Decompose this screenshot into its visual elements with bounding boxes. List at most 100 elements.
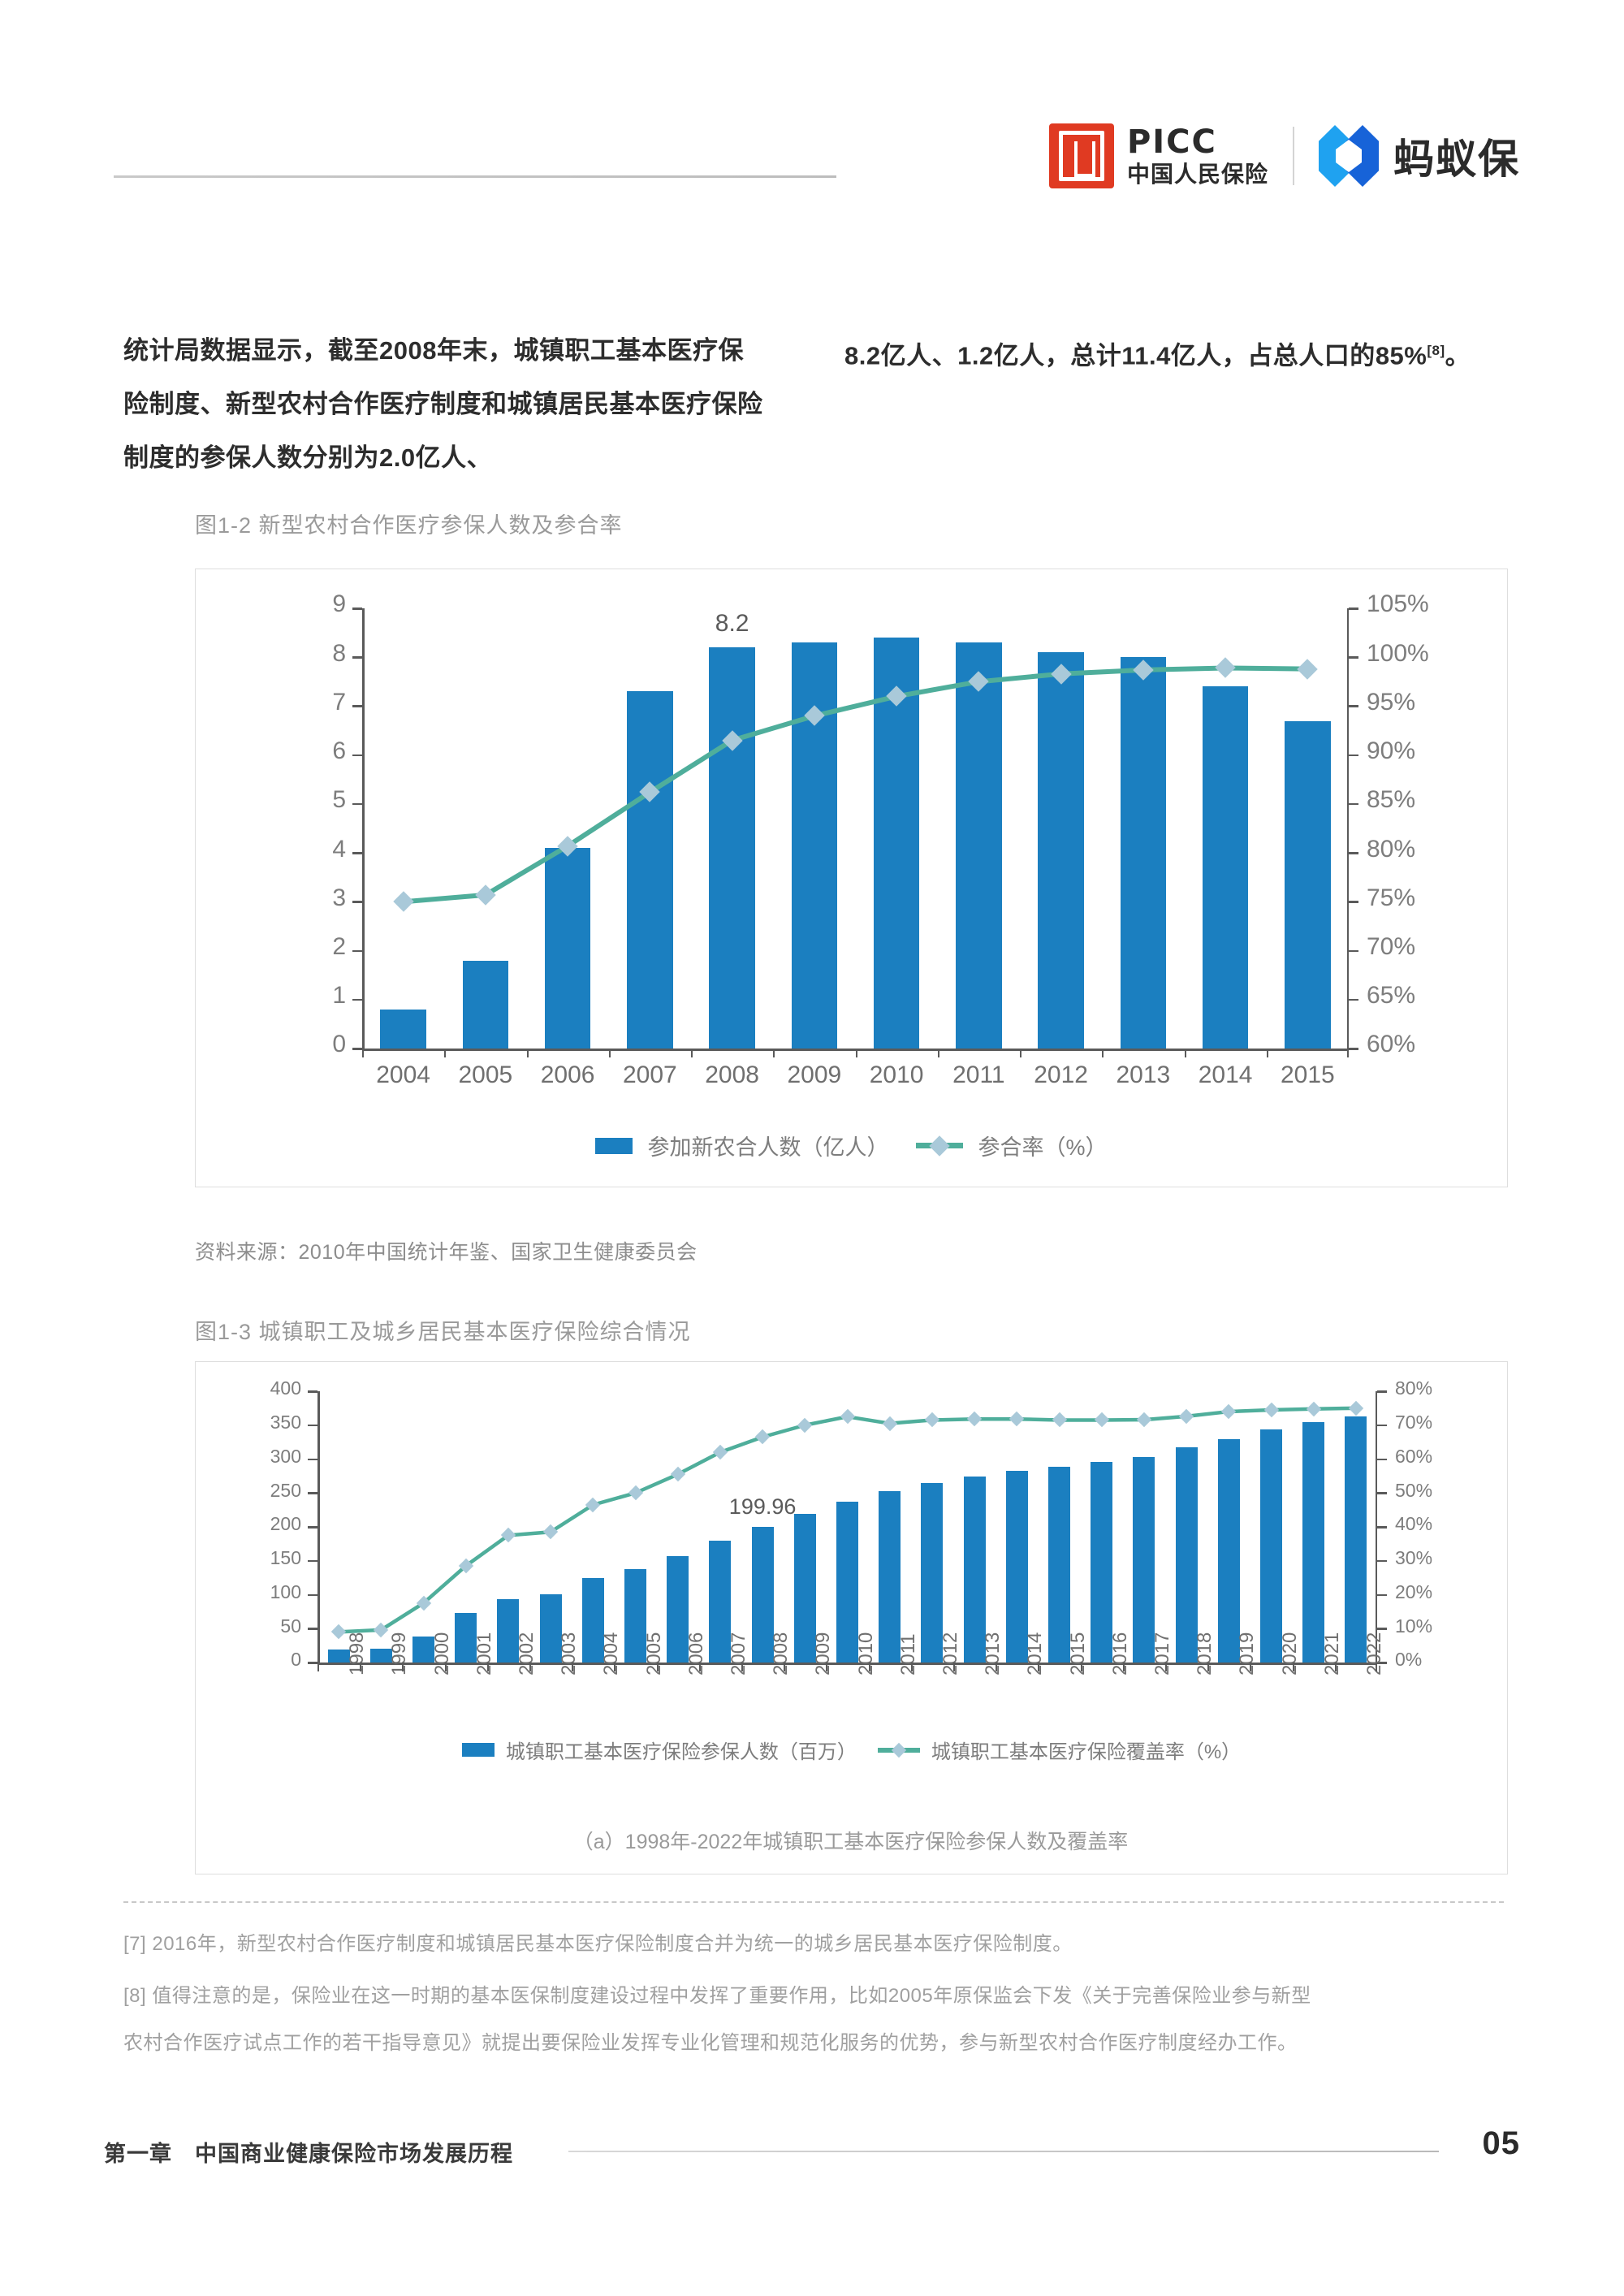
footnote-8-line2: 农村合作医疗试点工作的若干指导意见》就提出要保险业发挥专业化管理和规范化服务的优…	[123, 2032, 1298, 2054]
line-marker	[500, 1528, 516, 1543]
legend-label: 参加新农合人数（亿人）	[647, 1135, 889, 1160]
x-axis-tick-label: 2017	[1151, 1632, 1174, 1676]
y-axis-tick-label: 100	[270, 1580, 301, 1602]
x-axis-tick-label: 2001	[473, 1632, 495, 1676]
y-axis-line	[362, 608, 365, 1049]
bar	[627, 691, 673, 1049]
header-rule	[114, 175, 836, 178]
legend-item-line[interactable]: 参合率（%）	[916, 1130, 1108, 1161]
footer-chapter: 第一章 中国商业健康保险市场发展历程	[104, 2142, 513, 2166]
y2-axis-tick-label: 40%	[1395, 1513, 1433, 1535]
line-marker	[840, 1409, 855, 1425]
bar	[462, 960, 509, 1049]
footer-rule	[568, 2151, 1439, 2152]
legend-line-swatch	[877, 1742, 920, 1758]
legend-bar-swatch	[595, 1137, 633, 1154]
figure-2-caption: （a）1998年-2022年城镇职工基本医疗保险参保人数及覆盖率	[572, 1831, 1129, 1853]
bar	[1120, 657, 1167, 1049]
y-axis-tick-label: 2	[332, 932, 346, 960]
bar	[1217, 1439, 1240, 1663]
y-axis-tick	[352, 998, 362, 1001]
x-axis-tick	[1165, 1663, 1167, 1671]
legend-item-bar[interactable]: 城镇职工基本医疗保险参保人数（百万）	[461, 1736, 857, 1764]
y-axis-tick	[308, 1628, 317, 1630]
y2-axis-tick	[1349, 754, 1358, 757]
y2-axis-tick	[1377, 1526, 1387, 1529]
x-axis-tick	[910, 1663, 913, 1671]
legend-item-line[interactable]: 城镇职工基本医疗保险覆盖率（%）	[877, 1736, 1242, 1764]
x-axis-tick-label: 2011	[896, 1633, 919, 1676]
line-marker	[1178, 1408, 1194, 1425]
line-marker	[712, 1444, 728, 1460]
bar	[709, 647, 755, 1049]
y-axis-tick-label: 7	[332, 688, 346, 716]
y2-axis-tick-label: 80%	[1367, 835, 1416, 863]
figure-1-frame: 0 1 2 3 4 5 6 7 8 9 60% 65% 70% 75% 80% 85% 90% 95% 100% 10…	[195, 569, 1508, 1187]
bar	[1175, 1447, 1198, 1663]
y-axis-tick-label: 9	[332, 590, 346, 618]
y-axis-tick	[308, 1492, 317, 1494]
x-axis-tick	[1250, 1663, 1252, 1671]
y-axis-tick-label: 3	[332, 884, 346, 911]
x-axis-tick	[1080, 1663, 1082, 1671]
chart-fig-1-3a: 0 50 100 150 200 250 300 350 400 0% 10% 20% 30% 40% 50…	[196, 1362, 1507, 1874]
antbao-mark-icon	[1319, 122, 1379, 190]
x-axis-tick-label: 2013	[1116, 1062, 1171, 1088]
x-axis-tick	[937, 1049, 939, 1057]
line-marker	[416, 1595, 431, 1611]
y2-axis-tick-label: 10%	[1395, 1615, 1433, 1637]
x-axis-tick-label: 2010	[869, 1062, 924, 1088]
x-axis-tick	[608, 1049, 611, 1057]
bar	[327, 1650, 350, 1663]
x-axis-tick	[362, 1049, 364, 1057]
x-axis-tick	[1122, 1663, 1125, 1671]
x-axis-tick-label: 2012	[1034, 1062, 1088, 1088]
y-axis-tick-label: 200	[270, 1513, 301, 1535]
y2-axis-tick-label: 70%	[1367, 932, 1416, 960]
legend-label: 城镇职工基本医疗保险参保人数（百万）	[505, 1741, 857, 1763]
bar	[1038, 652, 1084, 1049]
line-marker	[458, 1558, 473, 1574]
y-axis-tick	[352, 901, 362, 903]
figure-1-title: 图1-2 新型农村合作医疗参保人数及参合率	[195, 513, 623, 538]
x-axis-tick	[656, 1663, 659, 1671]
x-axis-tick-label: 2005	[458, 1062, 513, 1088]
legend-bar-swatch	[461, 1743, 495, 1757]
x-axis-tick	[698, 1663, 701, 1671]
x-axis-tick	[1207, 1663, 1210, 1671]
line-marker	[670, 1467, 685, 1482]
x-axis-tick	[868, 1663, 870, 1671]
y2-axis-tick	[1349, 802, 1358, 806]
x-axis-tick	[784, 1663, 786, 1671]
x-axis-tick	[1347, 1049, 1349, 1057]
legend-label: 城镇职工基本医疗保险覆盖率（%）	[931, 1741, 1242, 1763]
y-axis-tick-label: 350	[270, 1412, 301, 1433]
bar	[544, 848, 591, 1049]
y-axis-tick-label: 250	[270, 1479, 301, 1501]
y-axis-tick-label: 400	[270, 1377, 301, 1399]
x-axis-tick	[526, 1049, 529, 1057]
y-axis-tick-label: 5	[332, 786, 346, 814]
y2-axis-tick-label: 100%	[1367, 639, 1429, 667]
y-axis-tick	[352, 1048, 362, 1050]
y-axis-tick	[352, 754, 362, 757]
y-axis-tick-label: 1	[332, 982, 346, 1010]
legend-line-swatch	[916, 1135, 964, 1157]
footnote-ref-8[interactable]: [8]	[1427, 343, 1445, 358]
x-axis-tick-label: 2008	[770, 1632, 793, 1676]
line-marker	[1221, 1403, 1237, 1420]
picc-logo: PICC 中国人民保险	[1048, 123, 1268, 188]
y-axis-tick-label: 0	[332, 1031, 346, 1058]
x-axis-tick	[1292, 1663, 1294, 1671]
chart-fig-1-2: 0 1 2 3 4 5 6 7 8 9 60% 65% 70% 75% 80% 85% 90% 95% 100% 10…	[196, 569, 1507, 1187]
y2-axis-tick-label: 0%	[1395, 1649, 1423, 1671]
y2-axis-tick-label: 95%	[1367, 688, 1416, 716]
footnote-8-line1: [8] 值得注意的是，保险业在这一时期的基本医保制度建设过程中发挥了重要作用，比…	[123, 1985, 1311, 2007]
legend-item-bar[interactable]: 参加新农合人数（亿人）	[595, 1130, 888, 1161]
figure-1-source: 资料来源：2010年中国统计年鉴、国家卫生健康委员会	[195, 1241, 698, 1264]
x-axis-tick-label: 2009	[812, 1632, 835, 1676]
line-marker	[475, 884, 496, 906]
y-axis-tick	[308, 1593, 317, 1596]
x-axis-tick	[1376, 1663, 1377, 1671]
y2-axis-tick	[1349, 998, 1358, 1001]
